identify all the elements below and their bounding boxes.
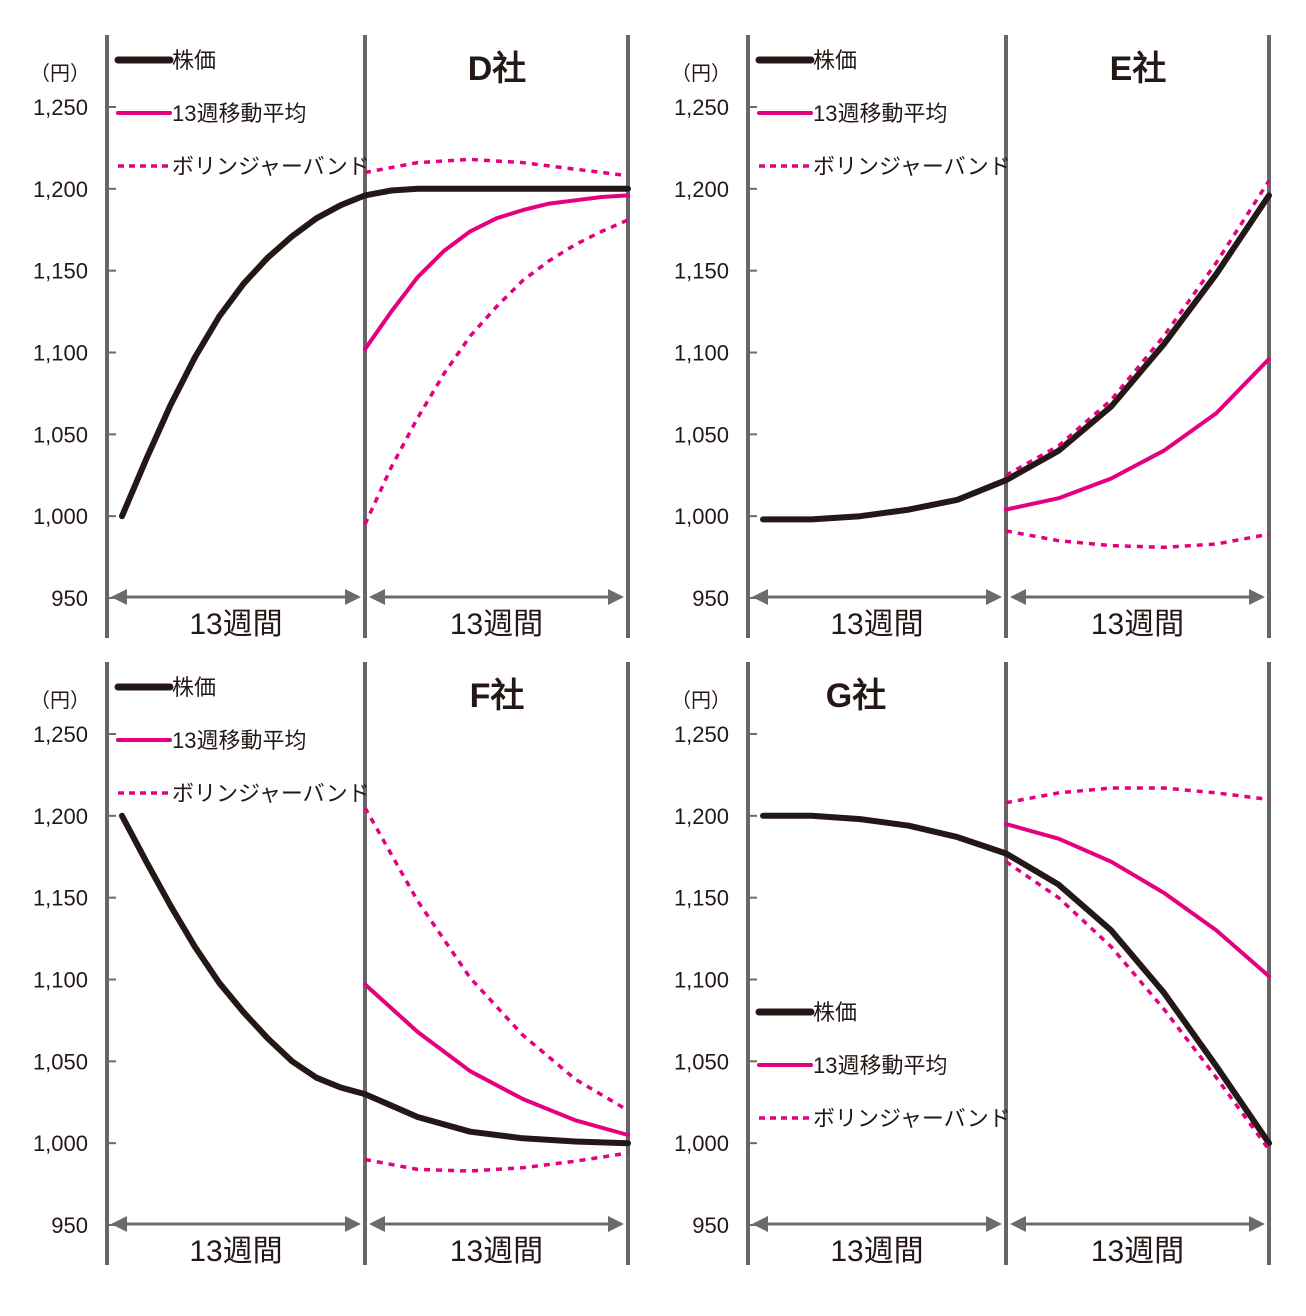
panel-0: （円） 1,250 1,200 1,150 1,100 1,050 1,000 950 13週間…: [30, 35, 631, 641]
y-tick-label: 1,200: [33, 177, 88, 202]
y-tick-label: 1,150: [674, 886, 729, 911]
y-tick-label: 950: [51, 586, 88, 611]
y-tick-label: 1,250: [674, 95, 729, 120]
arrow-right-icon: [608, 589, 624, 605]
y-tick-label: 1,200: [674, 804, 729, 829]
chart-title: D社: [468, 50, 527, 88]
bollinger-band-line: [1005, 786, 1270, 805]
stock-price-line: [760, 192, 1272, 523]
y-tick-label: 1,150: [674, 259, 729, 284]
arrow-left-icon: [111, 1216, 127, 1232]
y-tick-label: 1,050: [674, 1049, 729, 1074]
legend-label: 株価: [172, 675, 216, 700]
moving-average-line: [363, 193, 630, 352]
legend-label: ボリンジャーバンド: [172, 154, 370, 179]
legend-label: 株価: [172, 48, 216, 73]
y-tick-label: 1,100: [674, 341, 729, 366]
arrow-right-icon: [1249, 1216, 1265, 1232]
period-label: 13週間: [189, 608, 282, 641]
legend-label: ボリンジャーバンド: [813, 1106, 1011, 1131]
chart-title: G社: [826, 677, 886, 715]
legend-label: 株価: [813, 48, 857, 73]
bollinger-band-line: [1005, 179, 1271, 477]
arrow-left-icon: [752, 589, 768, 605]
y-tick-label: 1,150: [33, 259, 88, 284]
period-label: 13週間: [450, 608, 543, 641]
y-unit-label: （円）: [671, 689, 731, 712]
y-tick-label: 950: [692, 586, 729, 611]
arrow-left-icon: [111, 589, 127, 605]
arrow-right-icon: [986, 1216, 1002, 1232]
y-tick-label: 1,250: [33, 95, 88, 120]
period-label: 13週間: [1091, 608, 1184, 641]
panel-3: （円） 1,250 1,200 1,150 1,100 1,050 1,000 950 13週間…: [671, 662, 1272, 1268]
y-tick-label: 1,200: [33, 804, 88, 829]
arrow-right-icon: [608, 1216, 624, 1232]
arrow-right-icon: [345, 1216, 361, 1232]
y-tick-label: 1,050: [33, 422, 88, 447]
y-tick-label: 950: [692, 1213, 729, 1238]
y-tick-label: 1,050: [674, 422, 729, 447]
arrow-left-icon: [1010, 589, 1026, 605]
period-label: 13週間: [189, 1235, 282, 1268]
y-tick-label: 1,250: [33, 722, 88, 747]
period-label: 13週間: [450, 1235, 543, 1268]
y-tick-label: 1,250: [674, 722, 729, 747]
legend-label: 13週移動平均: [172, 728, 306, 753]
chart-title: F社: [470, 677, 525, 715]
y-tick-label: 1,100: [33, 968, 88, 993]
arrow-right-icon: [1249, 589, 1265, 605]
arrow-right-icon: [986, 589, 1002, 605]
period-label: 13週間: [830, 608, 923, 641]
bollinger-band-line: [1005, 529, 1270, 550]
arrow-left-icon: [752, 1216, 768, 1232]
moving-average-line: [1004, 357, 1271, 512]
legend-label: 株価: [813, 1000, 857, 1025]
chart-title: E社: [1110, 50, 1167, 88]
stock-price-line: [119, 185, 631, 520]
panel-1: （円） 1,250 1,200 1,150 1,100 1,050 1,000 950 13週間…: [671, 35, 1272, 641]
arrow-left-icon: [1010, 1216, 1026, 1232]
stock-price-line: [760, 812, 1272, 1147]
y-unit-label: （円）: [30, 62, 90, 85]
panel-2: （円） 1,250 1,200 1,150 1,100 1,050 1,000 950 13週間…: [30, 662, 631, 1268]
bollinger-band-line: [364, 157, 629, 178]
arrow-left-icon: [369, 1216, 385, 1232]
moving-average-line: [363, 982, 630, 1137]
y-unit-label: （円）: [30, 689, 90, 712]
legend-label: 13週移動平均: [172, 101, 306, 126]
y-tick-label: 1,100: [33, 341, 88, 366]
y-tick-label: 1,000: [33, 1131, 88, 1156]
y-tick-label: 1,000: [674, 504, 729, 529]
moving-average-line: [1004, 822, 1271, 979]
bollinger-band-line: [364, 1151, 629, 1173]
y-tick-label: 1,000: [674, 1131, 729, 1156]
y-tick-label: 1,000: [33, 504, 88, 529]
legend-label: 13週移動平均: [813, 101, 947, 126]
bollinger-band-line: [363, 806, 629, 1112]
legend-label: 13週移動平均: [813, 1053, 947, 1078]
y-tick-label: 1,200: [674, 177, 729, 202]
bollinger-band-line: [1005, 860, 1271, 1151]
arrow-right-icon: [345, 589, 361, 605]
stock-price-line: [119, 812, 631, 1147]
legend-label: ボリンジャーバンド: [813, 154, 1011, 179]
y-tick-label: 1,050: [33, 1049, 88, 1074]
y-tick-label: 950: [51, 1213, 88, 1238]
arrow-left-icon: [369, 589, 385, 605]
y-unit-label: （円）: [671, 62, 731, 85]
y-tick-label: 1,150: [33, 886, 88, 911]
period-label: 13週間: [830, 1235, 923, 1268]
bollinger-band-line: [363, 218, 629, 526]
period-label: 13週間: [1091, 1235, 1184, 1268]
y-tick-label: 1,100: [674, 968, 729, 993]
legend-label: ボリンジャーバンド: [172, 781, 370, 806]
